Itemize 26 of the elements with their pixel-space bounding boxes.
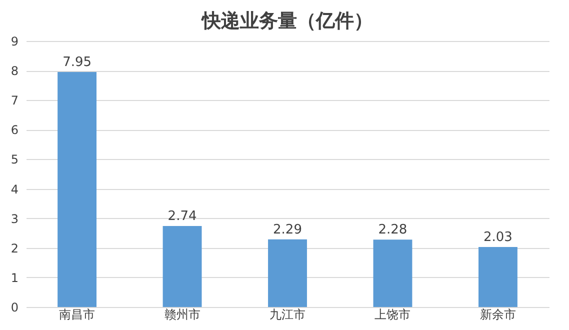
y-tick-label: 1 [10, 270, 18, 285]
x-tick-label: 新余市 [480, 308, 516, 322]
y-tick-label: 7 [10, 94, 18, 108]
x-tick-label: 南昌市 [59, 308, 96, 322]
y-tick-label: 2 [10, 241, 18, 256]
bar [373, 240, 412, 307]
x-tick-label: 九江市 [270, 308, 306, 322]
bar [58, 72, 97, 307]
chart-title: 快递业务量（亿件） [200, 10, 373, 32]
data-label: 2.28 [378, 222, 408, 238]
bar [478, 247, 518, 307]
bar [162, 226, 202, 307]
x-tick-label: 赣州市 [164, 308, 200, 322]
y-tick-label: 9 [10, 34, 18, 48]
y-tick-label: 8 [10, 64, 18, 78]
y-tick-label: 5 [10, 152, 18, 167]
data-label: 7.95 [62, 55, 92, 70]
y-tick-label: 0 [10, 300, 18, 314]
data-label: 2.74 [168, 209, 197, 224]
y-tick-label: 4 [10, 182, 18, 196]
y-tick-label: 3 [10, 212, 18, 226]
y-tick-label: 6 [10, 123, 18, 138]
x-tick-label: 上饶市 [374, 308, 411, 322]
bar [268, 239, 307, 307]
data-label: 2.29 [273, 222, 302, 238]
data-label: 2.03 [483, 230, 512, 245]
